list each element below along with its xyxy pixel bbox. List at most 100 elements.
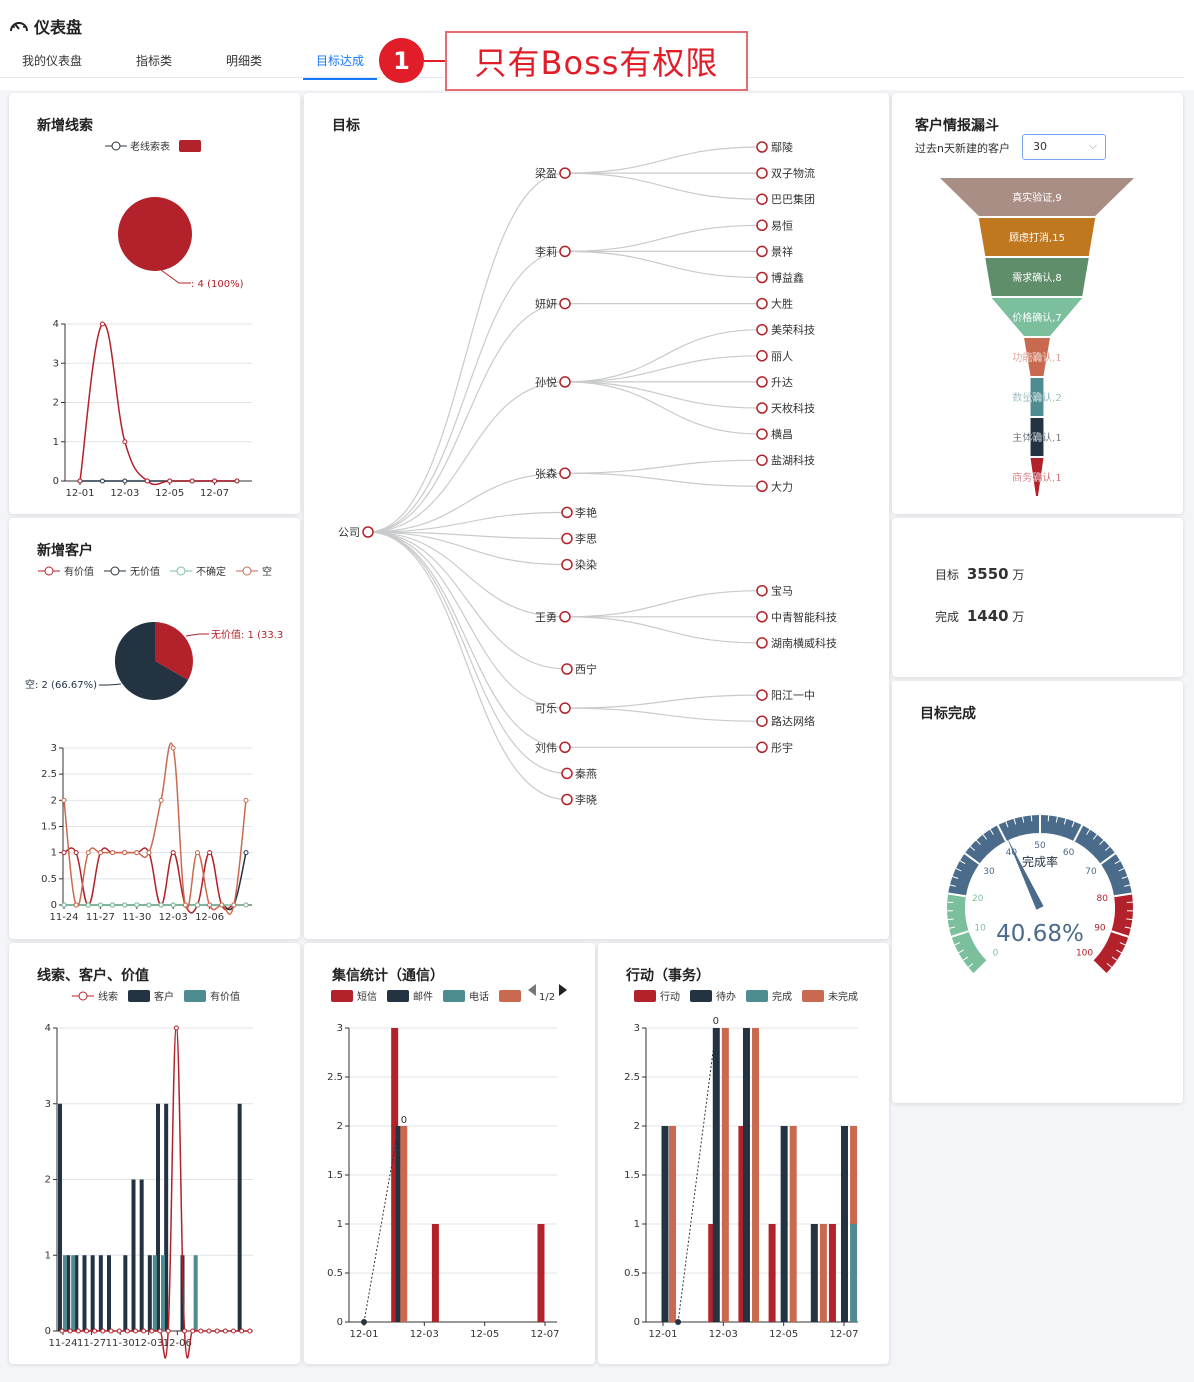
- combo-data-point[interactable]: [182, 1328, 187, 1334]
- legend-actions-act-swatch[interactable]: [634, 990, 656, 1002]
- combo-data-point[interactable]: [198, 1328, 204, 1334]
- tree-label-customer[interactable]: 易恒: [771, 219, 793, 232]
- customers-data-point[interactable]: [170, 745, 176, 751]
- tree-node-person[interactable]: [561, 663, 573, 675]
- actions-bar[interactable]: [669, 1126, 677, 1322]
- actions-bar[interactable]: [738, 1126, 746, 1322]
- tree-label-customer[interactable]: 博益鑫: [771, 271, 804, 285]
- tree-node-person[interactable]: [559, 467, 571, 479]
- customers-data-point[interactable]: [73, 902, 79, 908]
- combo-data-point[interactable]: [141, 1328, 147, 1334]
- customers-data-point[interactable]: [231, 902, 237, 908]
- tree-node-person[interactable]: [559, 611, 571, 623]
- tree-node-person[interactable]: [561, 558, 573, 571]
- combo-bar-customers[interactable]: [107, 1255, 111, 1331]
- tree-label-customer[interactable]: 阳江一中: [771, 689, 815, 702]
- legend-comm-other-swatch[interactable]: [499, 990, 521, 1002]
- tree-label-customer[interactable]: 双子物流: [771, 166, 815, 180]
- tree-label-customer[interactable]: 美荣科技: [771, 323, 815, 337]
- customers-data-point[interactable]: [158, 797, 164, 803]
- tree-label-customer[interactable]: 大胜: [771, 297, 793, 311]
- legend-combo-customers-swatch[interactable]: [128, 990, 150, 1002]
- leads-data-point[interactable]: [189, 478, 195, 484]
- tree-label-customer[interactable]: 湖南横威科技: [771, 636, 837, 650]
- tree-node-customer[interactable]: [756, 167, 768, 179]
- actions-bar[interactable]: [789, 1126, 797, 1322]
- combo-bar-customers[interactable]: [74, 1255, 79, 1331]
- funnel-segment[interactable]: [940, 178, 1134, 216]
- pager-next-icon[interactable]: [559, 984, 567, 996]
- tree-label-person[interactable]: 张森: [535, 466, 557, 480]
- tree-label-customer[interactable]: 升达: [771, 376, 793, 389]
- leads-data-point[interactable]: [99, 321, 105, 327]
- tree-node-root[interactable]: [362, 526, 374, 538]
- tree-node-customer[interactable]: [756, 402, 768, 414]
- tab-details[interactable]: 明细类: [226, 54, 263, 68]
- actions-bar[interactable]: [780, 1126, 788, 1322]
- legend-actions-todo-label[interactable]: 待办: [716, 990, 736, 1003]
- tree-node-customer[interactable]: [756, 245, 768, 258]
- customers-data-point[interactable]: [85, 850, 91, 856]
- leads-data-point[interactable]: [77, 478, 83, 484]
- combo-bar-customers[interactable]: [82, 1255, 87, 1331]
- tree-node-customer[interactable]: [756, 428, 768, 440]
- combo-data-point[interactable]: [116, 1328, 122, 1334]
- legend-actions-undone-label[interactable]: 未完成: [828, 990, 858, 1003]
- customers-data-point[interactable]: [73, 850, 79, 856]
- leads-series-line[interactable]: [79, 323, 237, 486]
- comm-bar[interactable]: [395, 1126, 403, 1322]
- tree-node-customer[interactable]: [756, 637, 768, 649]
- leads-data-point[interactable]: [122, 439, 128, 445]
- actions-bar[interactable]: [708, 1224, 716, 1322]
- tree-node-person[interactable]: [561, 506, 573, 519]
- funnel-segment[interactable]: [985, 258, 1089, 296]
- leads-data-point[interactable]: [99, 478, 105, 484]
- legend-comm-phone-swatch[interactable]: [443, 990, 465, 1002]
- tree-label-person[interactable]: 梁盈: [535, 166, 557, 180]
- tree-node-person[interactable]: [561, 767, 573, 780]
- customers-data-point[interactable]: [85, 902, 91, 908]
- legend-combo-customers-label[interactable]: 客户: [154, 990, 174, 1003]
- actions-bar[interactable]: [828, 1224, 836, 1322]
- tree-label-customer[interactable]: 中青智能科技: [771, 610, 837, 624]
- tree-label-person[interactable]: 染染: [575, 558, 597, 572]
- leads-data-point[interactable]: [234, 478, 240, 484]
- customers-data-point[interactable]: [110, 902, 116, 908]
- legend-actions-done-swatch[interactable]: [746, 990, 768, 1002]
- actions-bar[interactable]: [742, 1028, 750, 1322]
- legend-comm-mail-swatch[interactable]: [387, 990, 409, 1002]
- combo-bar-customers[interactable]: [58, 1103, 62, 1331]
- customers-series-line[interactable]: [63, 847, 246, 914]
- customers-data-point[interactable]: [219, 902, 225, 908]
- actions-bar[interactable]: [810, 1224, 818, 1322]
- combo-data-point[interactable]: [165, 1328, 171, 1334]
- legend-actions-act-label[interactable]: 行动: [660, 990, 680, 1003]
- customers-data-point[interactable]: [97, 902, 103, 908]
- tab-my-dashboard[interactable]: 我的仪表盘: [22, 54, 83, 68]
- tree-label-person[interactable]: 王勇: [535, 611, 557, 624]
- legend-actions-todo-swatch[interactable]: [690, 990, 712, 1002]
- combo-data-point[interactable]: [190, 1328, 196, 1334]
- tab-indicators[interactable]: 指标类: [136, 54, 173, 68]
- customers-data-point[interactable]: [134, 850, 140, 856]
- combo-data-point[interactable]: [75, 1328, 81, 1334]
- tree-label-person[interactable]: 可乐: [535, 702, 557, 715]
- combo-data-point[interactable]: [67, 1328, 73, 1334]
- combo-data-point[interactable]: [214, 1328, 220, 1334]
- actions-bar[interactable]: [841, 1126, 848, 1322]
- combo-bar-customers[interactable]: [66, 1255, 71, 1331]
- legend-comm-sms-swatch[interactable]: [331, 990, 353, 1002]
- legend-actions-undone-swatch[interactable]: [802, 990, 824, 1002]
- customers-data-point[interactable]: [182, 902, 188, 908]
- tree-label-customer[interactable]: 横昌: [771, 427, 793, 441]
- leads-data-point[interactable]: [144, 478, 150, 484]
- customers-data-point[interactable]: [61, 797, 67, 803]
- customers-data-point[interactable]: [243, 902, 249, 908]
- tree-node-customer[interactable]: [756, 297, 768, 310]
- tree-label-person[interactable]: 孙悦: [535, 375, 557, 389]
- tree-node-customer[interactable]: [756, 141, 768, 153]
- combo-data-point[interactable]: [173, 1025, 179, 1031]
- tree-label-person[interactable]: 西宁: [575, 662, 597, 676]
- tree-node-customer[interactable]: [756, 584, 768, 597]
- customers-data-point[interactable]: [146, 902, 152, 908]
